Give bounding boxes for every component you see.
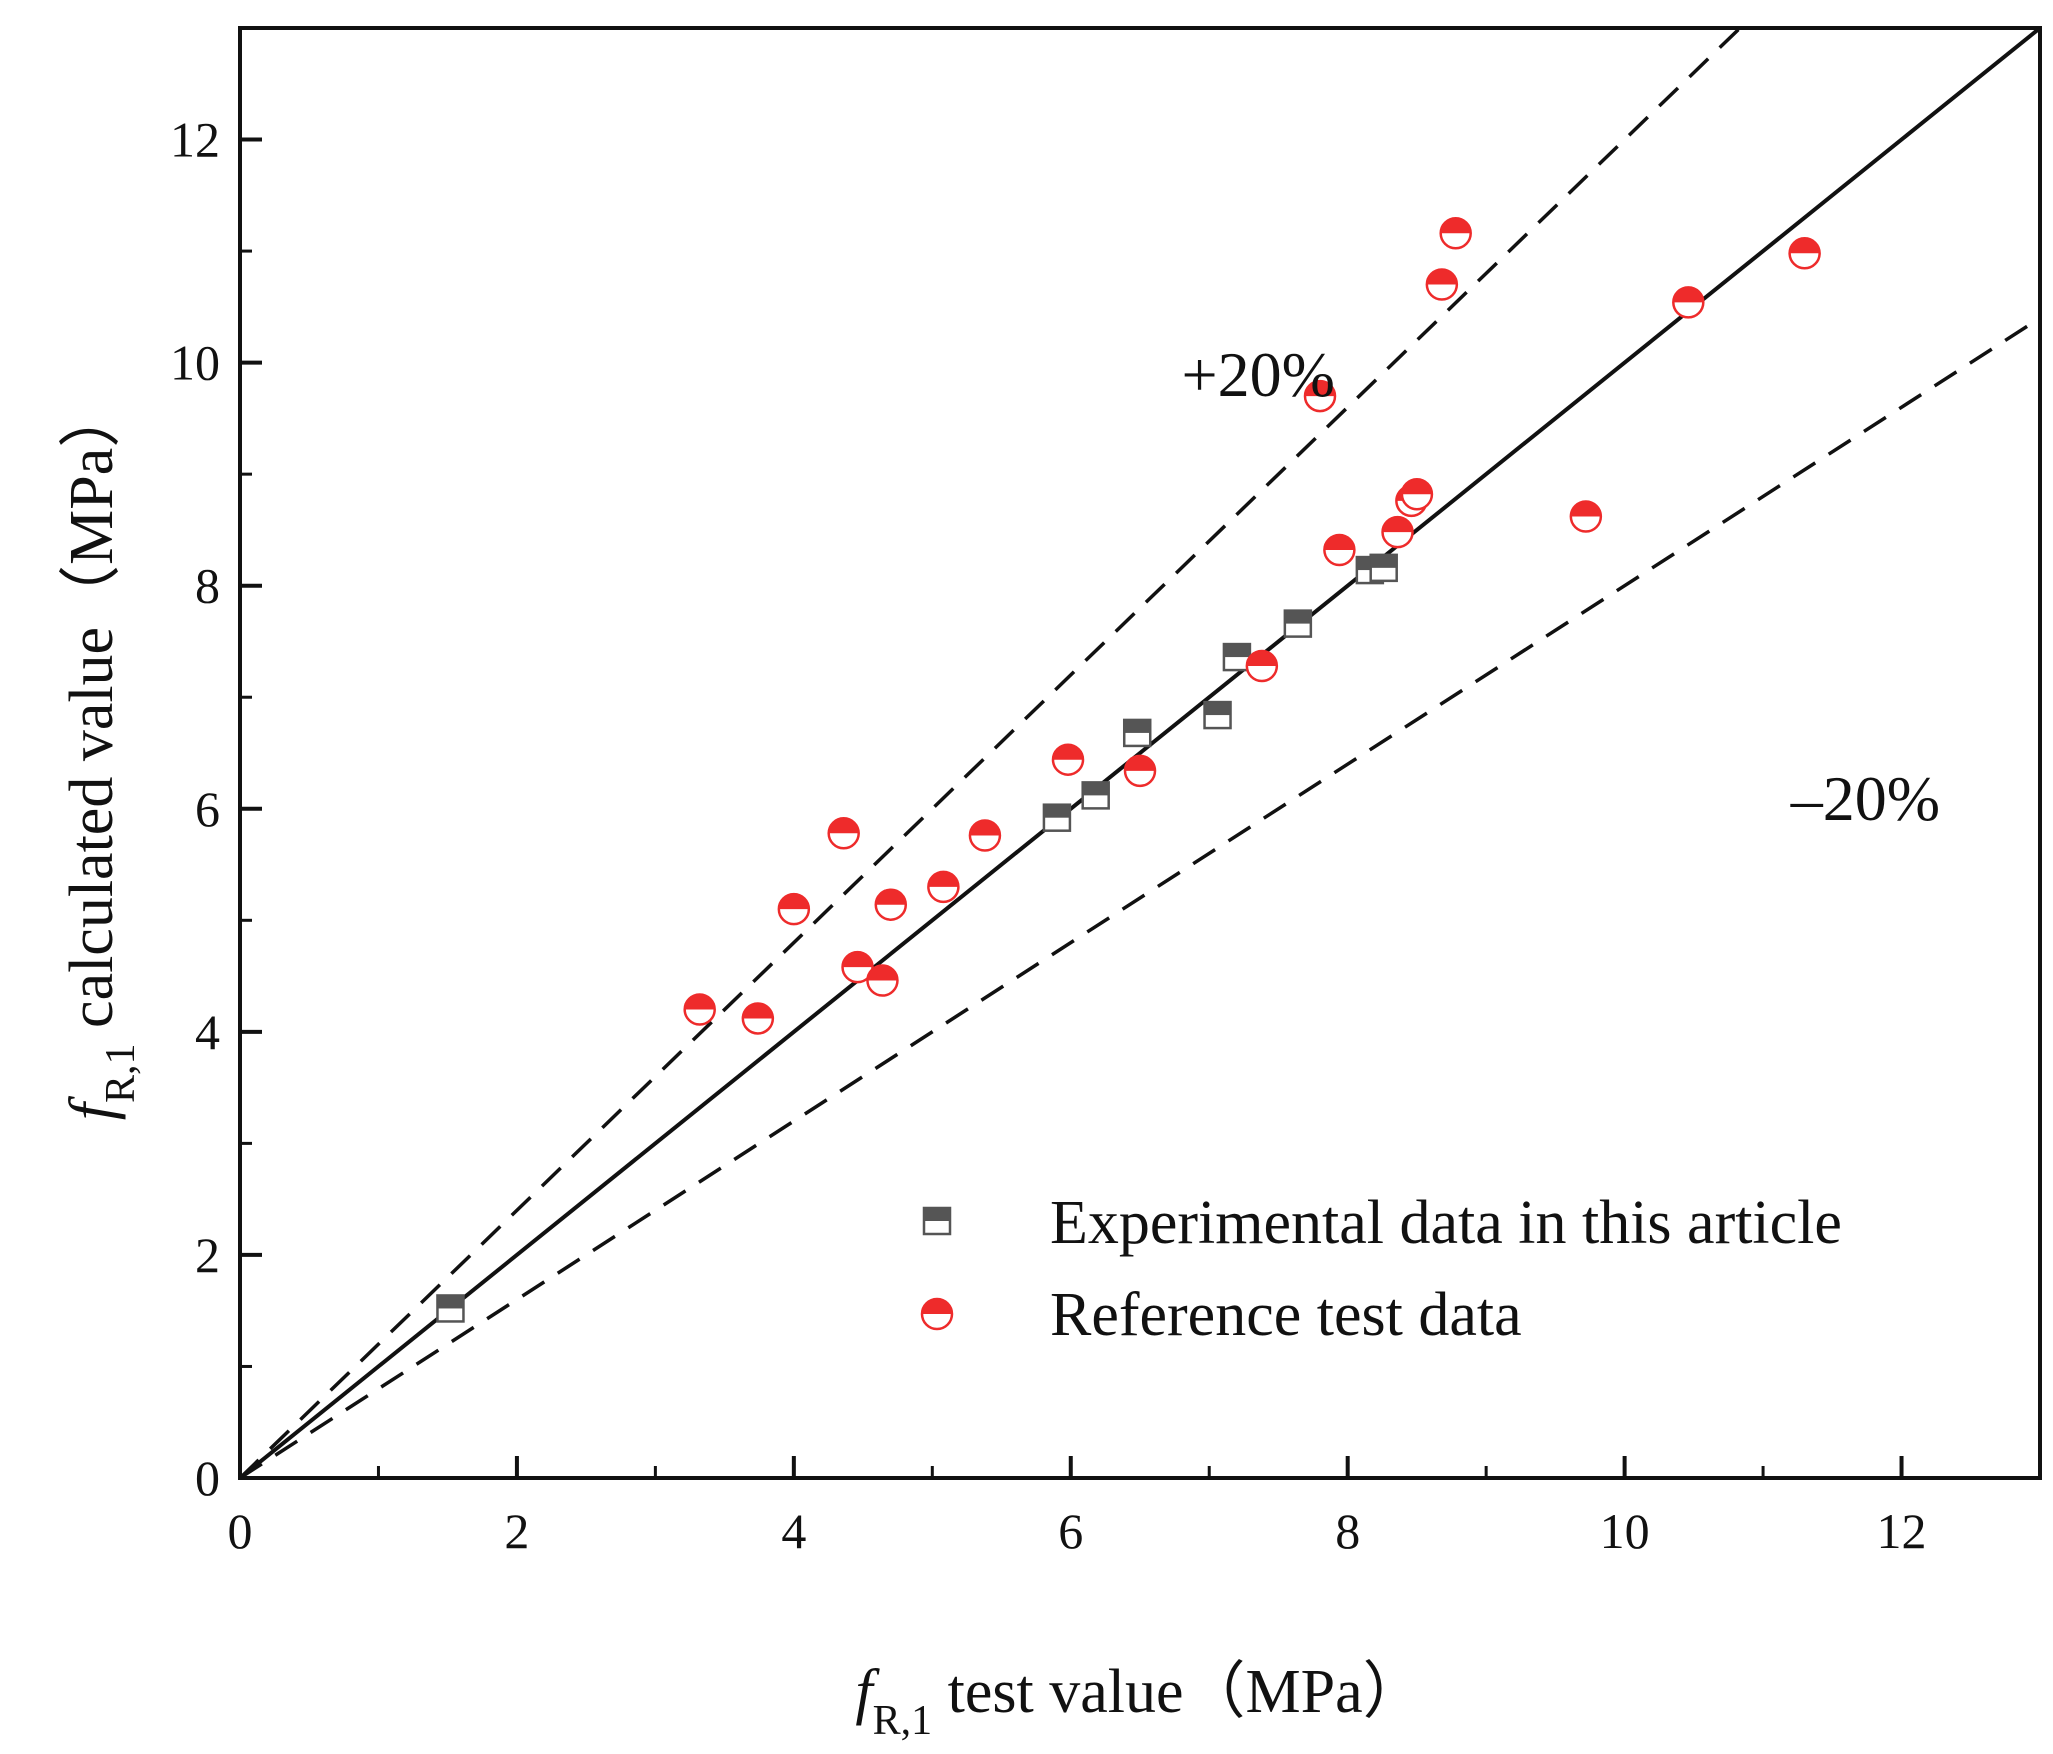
legend-marker-circle-icon xyxy=(920,1297,954,1331)
data-point-circle xyxy=(1123,754,1157,788)
data-point-circle xyxy=(1051,743,1085,776)
data-point-circle xyxy=(683,993,716,1026)
plot-frame xyxy=(238,26,2042,1480)
legend-label-experimental: Experimental data in this article xyxy=(1050,1189,1842,1257)
x-tick-label: 6 xyxy=(1058,1503,1083,1559)
legend-label-reference: Reference test data xyxy=(1050,1281,1522,1349)
x-axis-title: fR,1 test value（MPa） xyxy=(855,1658,1424,1744)
y-axis-text: calculated value（MPa） xyxy=(58,386,126,1044)
reference-line-0 xyxy=(240,28,2040,1478)
x-axis-subscript: R,1 xyxy=(873,1698,933,1744)
y-axis-subscript: R,1 xyxy=(98,1043,144,1103)
x-tick-label: 12 xyxy=(1877,1503,1927,1559)
data-point-circle xyxy=(1303,379,1337,413)
x-axis-text: test value（MPa） xyxy=(932,1658,1425,1726)
x-tick-label: 4 xyxy=(781,1503,806,1559)
data-point-circle xyxy=(777,892,811,926)
data-point-square xyxy=(1283,609,1313,638)
data-point-circle xyxy=(1400,477,1434,511)
reference-line-1 xyxy=(240,28,1742,1478)
data-point-square xyxy=(1042,803,1072,832)
data-point-circle xyxy=(741,1002,775,1035)
data-point-circle xyxy=(968,819,1002,852)
reference-line-2 xyxy=(240,316,2040,1478)
data-point-circle xyxy=(1788,237,1821,270)
data-point-circle xyxy=(1323,533,1356,567)
x-tick-label: 0 xyxy=(228,1503,253,1559)
y-tick-label: 10 xyxy=(170,335,220,391)
legend: Experimental data in this article Refere… xyxy=(920,1189,1842,1349)
data-point-circle xyxy=(1381,515,1414,549)
data-point-circle xyxy=(1569,500,1603,533)
y-tick-label: 12 xyxy=(170,112,220,168)
data-point-circle xyxy=(1245,649,1279,683)
data-point-circle xyxy=(1439,216,1472,250)
data-point-circle xyxy=(1672,286,1705,319)
x-tick-label: 10 xyxy=(1600,1503,1650,1559)
y-tick-label: 2 xyxy=(195,1227,220,1283)
y-tick-label: 8 xyxy=(195,558,220,614)
data-point-square xyxy=(1203,700,1232,730)
legend-marker-square-icon xyxy=(922,1206,952,1236)
data-point-circle xyxy=(1425,268,1459,301)
x-tick-label: 2 xyxy=(504,1503,529,1559)
y-tick-label: 6 xyxy=(195,781,220,837)
data-point-square xyxy=(1081,781,1110,810)
legend-circle-shape xyxy=(920,1297,954,1331)
data-point-circle xyxy=(927,870,960,904)
data-point-square xyxy=(436,1294,465,1323)
y-tick-label: 4 xyxy=(195,1004,220,1060)
data-point-circle xyxy=(841,950,874,984)
annotation-plus-20: +20% xyxy=(1182,339,1335,410)
data-point-circle xyxy=(827,817,860,850)
legend-square-shape xyxy=(922,1206,952,1236)
data-point-square xyxy=(1122,718,1152,748)
annotation-minus-20: –20% xyxy=(1790,763,1940,834)
x-tick-label: 8 xyxy=(1335,1503,1360,1559)
data-point-circle xyxy=(866,964,899,997)
data-point-square xyxy=(1369,553,1398,583)
data-point-circle xyxy=(874,888,908,921)
y-axis-title: fR,1 calculated value（MPa） xyxy=(58,386,144,1120)
y-tick-label: 0 xyxy=(195,1450,220,1506)
